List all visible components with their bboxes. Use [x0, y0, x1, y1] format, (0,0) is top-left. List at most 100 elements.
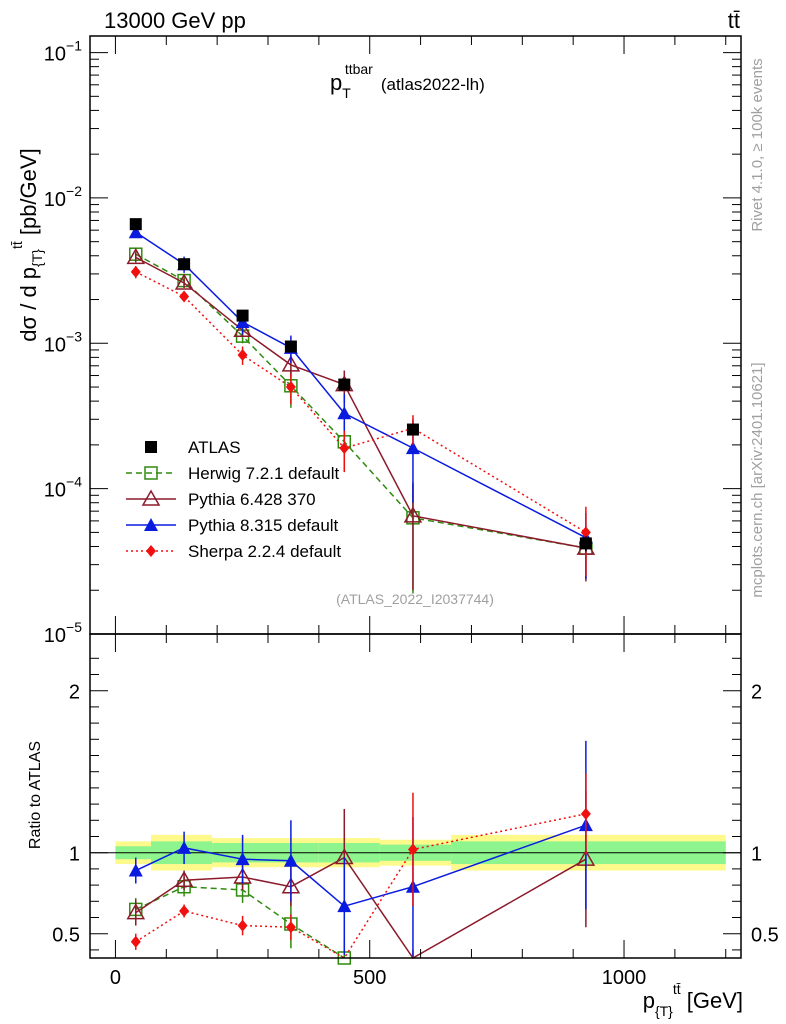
legend-entry-pythia8: Pythia 8.315 default — [126, 516, 339, 535]
legend-marker-pythia6 — [141, 489, 161, 506]
legend-marker-pythia8 — [144, 518, 158, 531]
ratio-point-pythia8 — [128, 863, 143, 877]
y-axis-label-main-unit: [pb/GeV] — [16, 148, 41, 241]
ratio-uncertainty-bands — [90, 834, 741, 871]
main-point-sherpa — [580, 526, 591, 539]
main-ytick-label: 10−4 — [44, 474, 82, 502]
ratio-point-pythia6 — [126, 903, 146, 920]
main-point-sherpa — [179, 290, 190, 303]
ratio-point-pythia6 — [174, 870, 194, 887]
x-axis-label: p{T}tt̄ [GeV] — [643, 981, 743, 1019]
plot-title-suffix: (atlas2022-lh) — [381, 75, 485, 94]
main-point-atlas — [129, 218, 142, 231]
legend-label-sherpa: Sherpa 2.2.4 default — [188, 542, 341, 561]
ratio-xtick-label: 0 — [110, 967, 121, 989]
main-ytick-base: 10 — [44, 189, 66, 211]
main-ytick-base: 10 — [44, 44, 66, 66]
header-right: tt̄ — [728, 8, 740, 33]
legend-entry-sherpa: Sherpa 2.2.4 default — [126, 542, 341, 561]
legend-marker-sherpa — [146, 545, 156, 557]
main-ytick-base: 10 — [44, 480, 66, 502]
ratio-point-pythia8 — [283, 853, 298, 867]
main-ytick-label: 10−3 — [44, 328, 82, 356]
legend-label-pythia6: Pythia 6.428 370 — [188, 490, 316, 509]
y-axis-label-main: dσ / d p{T} tt̄ [pb/GeV] — [9, 148, 45, 341]
ratio-series-pythia8 — [128, 740, 593, 957]
ratio-ytick-label-right: 0.5 — [751, 925, 779, 947]
ratio-point-sherpa — [237, 919, 248, 932]
ratio-series-pythia6 — [126, 791, 596, 959]
main-point-pythia6 — [281, 355, 301, 372]
main-series-pythia6 — [126, 247, 596, 591]
main-ytick-label: 10−5 — [44, 619, 82, 647]
x-axis-label-sub: {T} — [655, 1003, 673, 1019]
main-ytick-base: 10 — [44, 625, 66, 647]
main-ytick-exponent: −1 — [66, 38, 82, 54]
legend-marker-atlas — [145, 441, 157, 453]
main-point-pythia6 — [174, 273, 194, 290]
main-ytick-exponent: −5 — [66, 619, 82, 635]
main-point-atlas — [338, 378, 351, 391]
ratio-series-herwig — [129, 877, 352, 965]
ratio-plot-frame — [89, 633, 742, 959]
plot-title-main: p — [330, 70, 342, 95]
legend-marker-herwig — [144, 466, 158, 480]
ratio-point-pythia8 — [177, 840, 192, 854]
ratio-line-pythia6 — [135, 856, 587, 959]
plot-title: pTttbar (atlas2022-lh) — [330, 61, 485, 101]
legend-entry-herwig: Herwig 7.2.1 default — [126, 464, 339, 483]
ratio-ytick-label-left: 1 — [69, 844, 80, 866]
watermark: (ATLAS_2022_I2037744) — [336, 591, 494, 607]
x-axis-label-text: p — [643, 988, 655, 1013]
x-axis-label-sup: tt̄ — [673, 981, 681, 997]
ratio-xtick-label: 1000 — [602, 967, 647, 989]
ratio-point-pythia8 — [235, 852, 250, 866]
ratio-ytick-label-left: 0.5 — [52, 925, 80, 947]
plot-title-sup: ttbar — [345, 61, 373, 77]
main-point-atlas — [236, 309, 249, 322]
main-point-pythia8 — [337, 406, 352, 420]
ratio-point-sherpa — [580, 807, 591, 820]
legend-entry-pythia6: Pythia 6.428 370 — [126, 489, 316, 509]
ratio-point-sherpa — [285, 921, 296, 934]
main-series-atlas — [129, 218, 592, 552]
main-point-pythia8 — [405, 441, 420, 455]
main-point-pythia6 — [403, 506, 423, 523]
y-axis-label-ratio: Ratio to ATLAS — [27, 741, 44, 849]
ratio-plot-series — [126, 740, 596, 965]
y-axis-label-main-sub: {T} — [29, 249, 45, 267]
main-ytick-label: 10−2 — [44, 183, 82, 211]
main-ytick-base: 10 — [44, 334, 66, 356]
ratio-point-sherpa — [407, 843, 418, 856]
main-point-sherpa — [285, 381, 296, 394]
y-axis-label-main-sup: tt̄ — [9, 241, 25, 249]
ratio-point-sherpa — [130, 935, 141, 948]
ratio-xtick-label: 500 — [353, 967, 386, 989]
legend-label-pythia8: Pythia 8.315 default — [188, 516, 339, 535]
x-axis-label-unit: [GeV] — [681, 988, 743, 1013]
main-ytick-label: 10−1 — [44, 38, 82, 66]
header-left: 13000 GeV pp — [104, 8, 246, 33]
ratio-series-sherpa — [130, 773, 591, 960]
ratio-ytick-label-right: 2 — [751, 682, 762, 704]
ratio-point-pythia8 — [337, 899, 352, 913]
main-point-atlas — [579, 537, 592, 550]
legend-entry-atlas: ATLAS — [145, 438, 241, 457]
main-plot-series — [126, 218, 596, 594]
main-point-sherpa — [237, 349, 248, 362]
y-axis-label-main-text: dσ / d p — [16, 267, 41, 342]
main-ytick-exponent: −2 — [66, 183, 82, 199]
main-point-atlas — [406, 423, 419, 436]
main-point-atlas — [178, 258, 191, 271]
main-ytick-exponent: −4 — [66, 474, 82, 490]
legend-label-herwig: Herwig 7.2.1 default — [188, 464, 339, 483]
plot-title-sub: T — [342, 85, 351, 101]
main-point-sherpa — [339, 442, 350, 455]
main-point-sherpa — [130, 265, 141, 278]
legend-label-atlas: ATLAS — [188, 438, 241, 457]
main-ytick-exponent: −3 — [66, 328, 82, 344]
main-point-atlas — [284, 340, 297, 353]
main-point-pythia6 — [126, 247, 146, 265]
